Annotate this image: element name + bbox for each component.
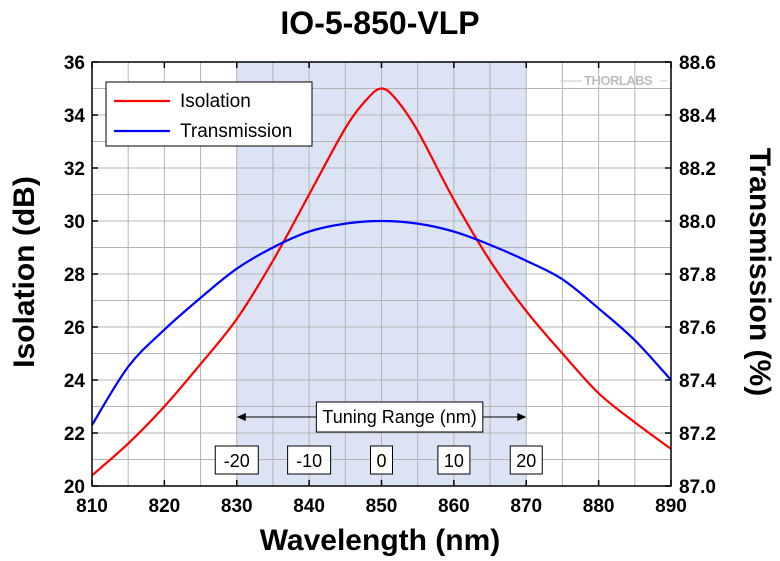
y-axis-title: Isolation (dB) bbox=[8, 176, 41, 368]
y2-tick-label: 88.4 bbox=[679, 106, 716, 127]
tuning-tick-label: -20 bbox=[224, 451, 250, 471]
legend-box bbox=[105, 81, 313, 147]
y-tick-label: 26 bbox=[64, 318, 85, 339]
plot-series bbox=[91, 87, 672, 477]
chart-title: IO-5-850-VLP bbox=[280, 5, 479, 41]
y2-tick-label: 88.0 bbox=[679, 212, 716, 233]
y-tick-label: 22 bbox=[64, 424, 85, 445]
tuning-range-annotation: Tuning Range (nm) -20 -10 0 10 20 bbox=[214, 401, 543, 475]
x-tick-label: 850 bbox=[366, 496, 398, 517]
y-tick-label: 28 bbox=[64, 265, 85, 286]
y2-tick-label: 87.8 bbox=[679, 265, 716, 286]
logo-text: THORLABS bbox=[584, 73, 653, 88]
tuning-range-ticks: -20 -10 0 10 20 bbox=[214, 445, 543, 475]
series-line-transmission bbox=[91, 219, 672, 426]
x-axis-title: Wavelength (nm) bbox=[260, 524, 501, 557]
x-tick-label: 880 bbox=[583, 496, 615, 517]
arrow-left-icon bbox=[236, 413, 246, 421]
y-tick-label: 32 bbox=[64, 159, 85, 180]
x-tick-label: 810 bbox=[76, 496, 108, 517]
x-tick-label: 870 bbox=[510, 496, 542, 517]
tuning-range-label: Tuning Range (nm) bbox=[322, 407, 476, 427]
tuning-tick-label: 10 bbox=[444, 451, 464, 471]
x-tick-label: 860 bbox=[438, 496, 470, 517]
axis-ticks: 810 820 830 840 850 860 870 880 890 20 22 24 26 28 30 3… bbox=[64, 53, 717, 517]
plot-frame bbox=[91, 61, 672, 487]
tuning-tick-box bbox=[370, 445, 393, 475]
y-tick-label: 30 bbox=[64, 212, 85, 233]
x-tick-label: 890 bbox=[655, 496, 687, 517]
y2-axis-title: Transmission (%) bbox=[743, 148, 776, 396]
legend: Isolation Transmission bbox=[105, 81, 313, 147]
y2-tick-label: 87.2 bbox=[679, 424, 716, 445]
y2-tick-label: 87.6 bbox=[679, 318, 716, 339]
y2-tick-label: 88.2 bbox=[679, 159, 716, 180]
y2-tick-label: 87.0 bbox=[679, 477, 716, 498]
legend-transmission-label: Transmission bbox=[180, 121, 292, 142]
x-tick-label: 830 bbox=[221, 496, 253, 517]
x-tick-label: 820 bbox=[149, 496, 181, 517]
tuning-tick-label: 20 bbox=[516, 451, 536, 471]
tuning-tick-box bbox=[287, 445, 332, 475]
tuning-tick-box bbox=[437, 445, 471, 475]
y-tick-label: 24 bbox=[64, 371, 86, 392]
tuning-tick-label: -10 bbox=[296, 451, 322, 471]
thorlabs-logo: THORLABS bbox=[560, 73, 668, 88]
x-tick-label: 840 bbox=[293, 496, 325, 517]
tuning-range-label-box bbox=[315, 401, 484, 433]
tuning-tick-box bbox=[509, 445, 543, 475]
tuning-tick-label: 0 bbox=[376, 451, 386, 471]
y-tick-label: 36 bbox=[64, 53, 85, 74]
y-tick-label: 34 bbox=[64, 106, 86, 127]
arrow-right-icon bbox=[517, 413, 527, 421]
legend-isolation-label: Isolation bbox=[180, 91, 251, 112]
y2-tick-label: 88.6 bbox=[679, 53, 716, 74]
y-tick-label: 20 bbox=[64, 477, 85, 498]
series-line-isolation bbox=[91, 87, 672, 477]
tuning-tick-box bbox=[214, 445, 259, 475]
y2-tick-label: 87.4 bbox=[679, 371, 716, 392]
